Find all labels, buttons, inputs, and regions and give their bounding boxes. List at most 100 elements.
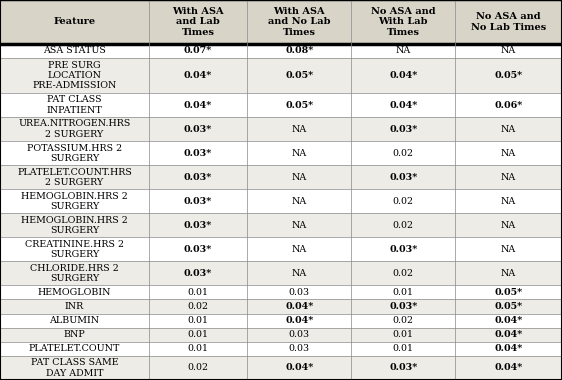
Text: 0.02: 0.02	[393, 197, 414, 206]
Bar	[0, 261, 562, 285]
Text: 0.03*: 0.03*	[389, 173, 418, 182]
Text: 0.02: 0.02	[393, 149, 414, 158]
Text: HEMOGLOBIN.HRS 2
SURGERY: HEMOGLOBIN.HRS 2 SURGERY	[21, 215, 128, 235]
Text: 0.05*: 0.05*	[495, 71, 523, 80]
Text: 0.01: 0.01	[393, 330, 414, 339]
Text: 0.03: 0.03	[289, 330, 310, 339]
Text: 0.02: 0.02	[188, 302, 209, 311]
Text: NA: NA	[501, 46, 516, 55]
Text: 0.04*: 0.04*	[285, 302, 314, 311]
Text: NA: NA	[501, 173, 516, 182]
Text: CHLORIDE.HRS 2
SURGERY: CHLORIDE.HRS 2 SURGERY	[30, 264, 119, 283]
Text: CREATININE.HRS 2
SURGERY: CREATININE.HRS 2 SURGERY	[25, 240, 124, 259]
Text: PLATELET.COUNT.HRS
2 SURGERY: PLATELET.COUNT.HRS 2 SURGERY	[17, 168, 132, 187]
Text: 0.03*: 0.03*	[184, 173, 212, 182]
Text: No ASA and
No Lab Times: No ASA and No Lab Times	[471, 12, 546, 32]
Text: 0.02: 0.02	[393, 269, 414, 278]
Bar	[0, 44, 562, 58]
Text: 0.03*: 0.03*	[389, 245, 418, 254]
Text: NA: NA	[292, 125, 307, 134]
Bar	[0, 189, 562, 213]
Bar	[0, 314, 562, 328]
Text: 0.04*: 0.04*	[495, 330, 523, 339]
Text: 0.03*: 0.03*	[184, 197, 212, 206]
Text: 0.07*: 0.07*	[184, 46, 212, 55]
Text: NA: NA	[501, 149, 516, 158]
Text: NA: NA	[501, 197, 516, 206]
Text: PLATELET.COUNT: PLATELET.COUNT	[29, 344, 120, 353]
Text: UREA.NITROGEN.HRS
2 SURGERY: UREA.NITROGEN.HRS 2 SURGERY	[19, 119, 130, 139]
Bar	[0, 356, 562, 380]
Bar	[0, 342, 562, 356]
Text: NA: NA	[292, 197, 307, 206]
Text: 0.02: 0.02	[393, 316, 414, 325]
Text: Feature: Feature	[53, 17, 96, 26]
Text: NA: NA	[501, 125, 516, 134]
Text: 0.04*: 0.04*	[285, 364, 314, 372]
Text: INR: INR	[65, 302, 84, 311]
Text: 0.01: 0.01	[188, 288, 209, 297]
Text: ASA STATUS: ASA STATUS	[43, 46, 106, 55]
Bar	[0, 117, 562, 141]
Text: 0.03*: 0.03*	[184, 221, 212, 230]
Bar	[0, 299, 562, 313]
Text: 0.05*: 0.05*	[285, 71, 314, 80]
Bar	[0, 285, 562, 299]
Bar	[0, 0, 562, 44]
Text: With ASA
and Lab
Times: With ASA and Lab Times	[173, 7, 224, 37]
Text: No ASA and
With Lab
Times: No ASA and With Lab Times	[371, 7, 436, 37]
Text: NA: NA	[501, 245, 516, 254]
Text: BNP: BNP	[64, 330, 85, 339]
Text: 0.03*: 0.03*	[389, 302, 418, 311]
Text: With ASA
and No Lab
Times: With ASA and No Lab Times	[268, 7, 330, 37]
Text: POTASSIUM.HRS 2
SURGERY: POTASSIUM.HRS 2 SURGERY	[27, 144, 122, 163]
Text: NA: NA	[292, 269, 307, 278]
Bar	[0, 141, 562, 165]
Text: 0.05*: 0.05*	[495, 288, 523, 297]
Text: 0.03*: 0.03*	[184, 269, 212, 278]
Text: 0.04*: 0.04*	[184, 101, 212, 110]
Text: 0.06*: 0.06*	[495, 101, 523, 110]
Text: 0.04*: 0.04*	[285, 316, 314, 325]
Bar	[0, 93, 562, 117]
Text: NA: NA	[292, 245, 307, 254]
Text: PAT CLASS
INPATIENT: PAT CLASS INPATIENT	[47, 95, 102, 115]
Text: 0.02: 0.02	[188, 364, 209, 372]
Text: PRE SURG
LOCATION
PRE-ADMISSION: PRE SURG LOCATION PRE-ADMISSION	[32, 60, 117, 90]
Text: 0.05*: 0.05*	[285, 101, 314, 110]
Text: 0.04*: 0.04*	[184, 71, 212, 80]
Text: 0.03: 0.03	[289, 344, 310, 353]
Text: NA: NA	[292, 149, 307, 158]
Text: 0.01: 0.01	[393, 288, 414, 297]
Text: NA: NA	[292, 173, 307, 182]
Text: 0.03*: 0.03*	[184, 245, 212, 254]
Bar	[0, 237, 562, 261]
Text: 0.08*: 0.08*	[285, 46, 314, 55]
Text: 0.05*: 0.05*	[495, 302, 523, 311]
Text: 0.02: 0.02	[393, 221, 414, 230]
Text: 0.03: 0.03	[289, 288, 310, 297]
Text: 0.03*: 0.03*	[184, 125, 212, 134]
Text: 0.01: 0.01	[393, 344, 414, 353]
Text: NA: NA	[501, 221, 516, 230]
Text: 0.01: 0.01	[188, 316, 209, 325]
Text: 0.04*: 0.04*	[495, 364, 523, 372]
Text: 0.04*: 0.04*	[495, 316, 523, 325]
Text: 0.03*: 0.03*	[389, 125, 418, 134]
Text: 0.01: 0.01	[188, 330, 209, 339]
Text: 0.04*: 0.04*	[389, 71, 418, 80]
Bar	[0, 165, 562, 189]
Text: PAT CLASS SAME
DAY ADMIT: PAT CLASS SAME DAY ADMIT	[31, 358, 118, 378]
Bar	[0, 58, 562, 93]
Text: HEMOGLOBIN.HRS 2
SURGERY: HEMOGLOBIN.HRS 2 SURGERY	[21, 192, 128, 211]
Text: ALBUMIN: ALBUMIN	[49, 316, 99, 325]
Text: 0.03*: 0.03*	[184, 149, 212, 158]
Text: NA: NA	[396, 46, 411, 55]
Bar	[0, 213, 562, 237]
Text: HEMOGLOBIN: HEMOGLOBIN	[38, 288, 111, 297]
Text: NA: NA	[292, 221, 307, 230]
Text: 0.03*: 0.03*	[389, 364, 418, 372]
Text: 0.04*: 0.04*	[495, 344, 523, 353]
Text: 0.04*: 0.04*	[389, 101, 418, 110]
Bar	[0, 328, 562, 342]
